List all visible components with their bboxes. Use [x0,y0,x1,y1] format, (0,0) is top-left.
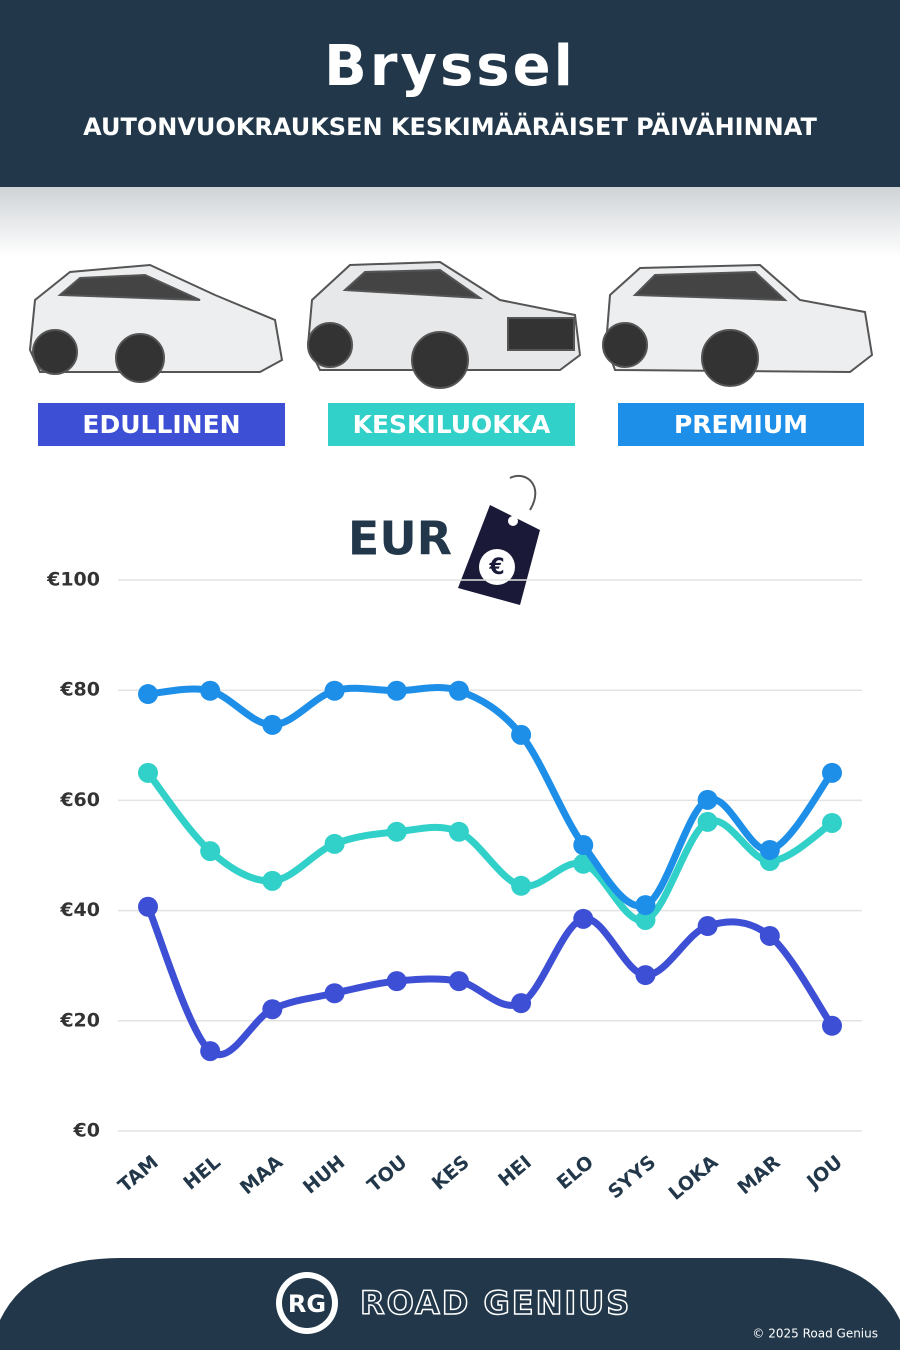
series-point [448,821,469,842]
series-point [448,680,469,701]
x-tick-label: KES [428,1151,474,1194]
series-point [635,895,656,916]
legend-label: EDULLINEN [82,410,240,439]
x-tick-label: HEI [494,1151,536,1191]
series-point [324,983,345,1004]
legend-swatch [328,403,575,446]
series-point [200,841,221,862]
series-point [822,762,842,783]
y-tick-label: €0 [73,1120,100,1142]
x-tick-label: TAM [114,1151,163,1197]
series-point [697,789,718,810]
series-line [144,769,836,924]
x-tick-label: MAR [733,1151,784,1199]
series-point [759,925,780,946]
legend-label: PREMIUM [674,410,808,439]
series-point [635,965,656,986]
brand: ROAD GENIUS [360,1284,631,1322]
x-tick-label: LOKA [665,1151,723,1205]
series-point [511,875,532,896]
car-economy [28,263,284,383]
series-point [697,916,718,937]
x-tick-label: JOU [801,1151,846,1194]
series-point [635,909,656,930]
series-point [511,724,532,745]
y-tick-label: €40 [59,899,100,921]
header-shadow [0,187,900,257]
series-point [138,684,158,705]
x-tick-label: SYYS [604,1151,660,1203]
series-point [448,971,469,992]
series-point [138,762,158,783]
series-point [200,1041,221,1062]
y-tick-label: €80 [59,679,100,701]
footer-band [0,1258,900,1350]
y-tick-label: €20 [59,1009,100,1031]
unit-symbol: € [488,555,504,580]
series-line [144,683,836,910]
title: Bryssel [324,34,576,99]
series-point [822,1015,842,1036]
series-point [759,839,780,860]
legend-swatch [38,403,285,446]
series-point [386,680,407,701]
legend-label: KESKILUOKKA [353,410,551,439]
series-point [511,993,532,1014]
series-point [200,680,221,701]
x-tick-label: MAA [236,1151,287,1199]
x-tick-label: ELO [553,1151,598,1194]
legend-swatch [618,403,864,446]
series-point [262,870,283,891]
series-point [386,971,407,992]
series-point [262,999,283,1020]
series-point [324,680,345,701]
x-tick-label: HUH [299,1151,349,1198]
series-point [573,835,594,856]
x-tick-label: TOU [363,1151,411,1196]
unit-tag [458,474,540,605]
series-point [386,821,407,842]
series-point [573,908,594,929]
copyright: © 2025 Road Genius [752,1327,878,1341]
subtitle: AUTONVUOKRAUKSEN KESKIMÄÄRÄISET PÄIVÄHIN… [83,112,817,141]
y-tick-label: €100 [46,569,100,591]
unit-label: EUR [348,512,452,566]
car-premium [602,263,874,387]
series-point [573,853,594,874]
series-point [324,833,345,854]
series-point [697,811,718,832]
y-tick-label: €60 [59,789,100,811]
logo-disc [282,1278,332,1328]
x-tick-label: HEL [179,1151,225,1194]
series-point [262,714,283,735]
logo-text: RG [288,1290,326,1318]
header-band [0,0,900,187]
series-point [138,896,158,917]
series-line [144,903,836,1058]
car-midsize [306,260,582,389]
series-point [822,812,842,833]
